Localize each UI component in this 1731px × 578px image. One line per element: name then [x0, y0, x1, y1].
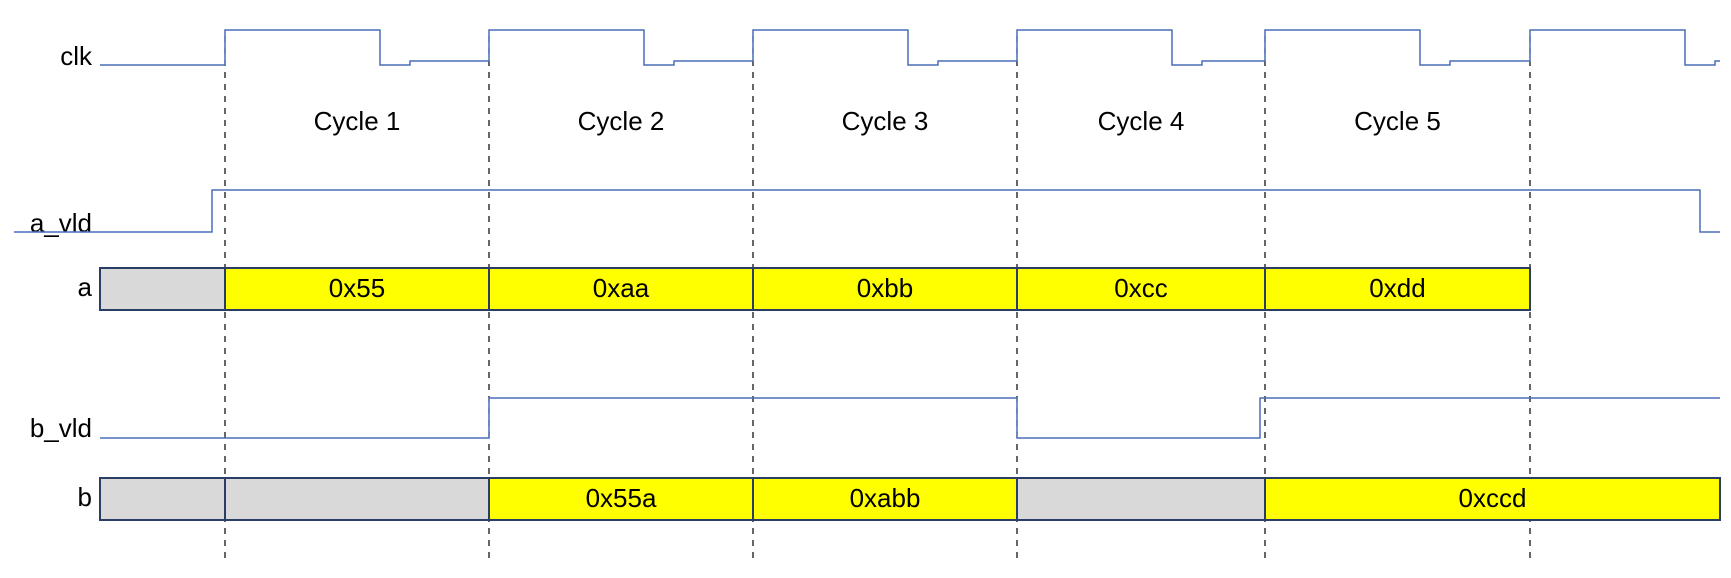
signal-label-b_vld: b_vld [30, 413, 92, 443]
signal-label-b: b [78, 482, 92, 512]
bus-b-value-2: 0x55a [586, 483, 657, 513]
signal-label-a_vld: a_vld [30, 208, 92, 238]
bus-a-value-5: 0xdd [1369, 273, 1425, 303]
bus-b-cell-0 [100, 478, 225, 520]
clk-waveform [100, 30, 1720, 65]
cycle-label-5: Cycle 5 [1354, 106, 1441, 136]
bus-b-cell-1 [225, 478, 489, 520]
bus-a-value-1: 0x55 [329, 273, 385, 303]
cycle-label-3: Cycle 3 [842, 106, 929, 136]
bus-a-value-2: 0xaa [593, 273, 650, 303]
cycle-label-4: Cycle 4 [1098, 106, 1185, 136]
bus-a-cell-0 [100, 268, 225, 310]
bus-b-value-5: 0xccd [1459, 483, 1527, 513]
signal-label-clk: clk [60, 41, 93, 71]
bus-b-value-3: 0xabb [850, 483, 921, 513]
a-vld-waveform [14, 190, 1720, 232]
timing-diagram: clk a_vlda b_vldb Cycle 1 Cycle 2 Cycle 3 Cycl… [0, 0, 1731, 578]
bus-a-value-4: 0xcc [1114, 273, 1167, 303]
signal-label-a: a [78, 272, 93, 302]
cycle-label-2: Cycle 2 [578, 106, 665, 136]
b-vld-waveform [100, 398, 1720, 438]
bus-a-value-3: 0xbb [857, 273, 913, 303]
bus-b-cell-4 [1017, 478, 1265, 520]
cycle-label-1: Cycle 1 [314, 106, 401, 136]
